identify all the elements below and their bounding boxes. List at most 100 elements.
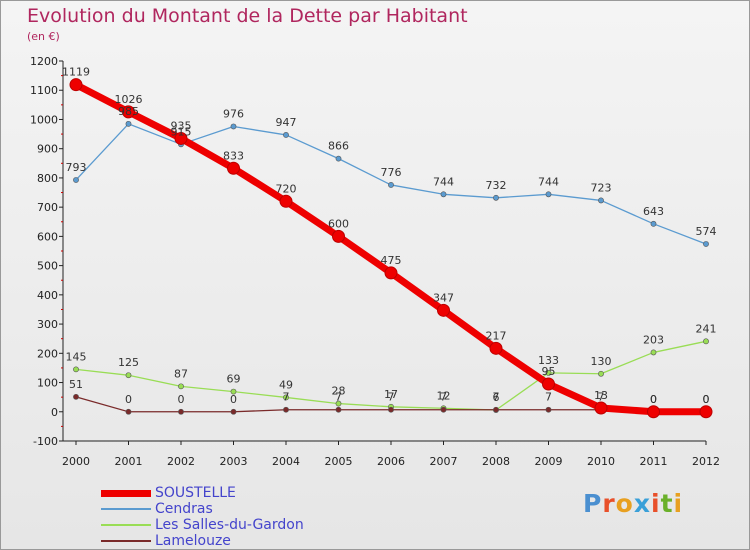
data-label: 574 [696, 225, 717, 238]
data-label: 125 [118, 356, 139, 369]
data-label: 95 [542, 365, 556, 378]
data-label: 985 [118, 105, 139, 118]
data-point [440, 191, 447, 198]
data-label: 7 [545, 391, 552, 404]
logo-letter: r [602, 489, 616, 518]
y-axis-unit-label: (en €) [27, 30, 60, 43]
x-tick-label: 2005 [325, 455, 353, 468]
data-point [69, 78, 83, 92]
data-point [493, 194, 499, 201]
y-tick-label: 1000 [30, 113, 58, 126]
data-point [703, 338, 709, 345]
y-tick-label: 1200 [30, 55, 58, 68]
data-label: 0 [230, 393, 237, 406]
y-tick-label: -100 [33, 435, 58, 448]
legend-label: Lamelouze [155, 533, 231, 549]
data-label: 1119 [62, 66, 90, 79]
data-point [125, 372, 132, 379]
data-point [489, 341, 503, 355]
legend-label: Cendras [155, 501, 213, 517]
data-label: 0 [650, 393, 657, 406]
data-point [699, 405, 713, 419]
data-label: 793 [66, 161, 87, 174]
data-point [384, 266, 398, 280]
data-point [335, 406, 342, 413]
data-label: 475 [381, 254, 402, 267]
x-tick-label: 2002 [167, 455, 195, 468]
data-point [703, 241, 709, 247]
data-label: 776 [381, 166, 402, 179]
data-label: 600 [328, 217, 349, 230]
data-label: 0 [703, 393, 710, 406]
data-point [650, 349, 657, 356]
data-label: 7 [335, 391, 342, 404]
legend-label: Les Salles-du-Gardon [155, 517, 304, 533]
data-point [279, 194, 293, 208]
data-label: 203 [643, 333, 664, 346]
data-point [178, 408, 184, 415]
data-point [122, 105, 135, 119]
logo-letter: o [615, 489, 634, 518]
x-tick-label: 2011 [640, 455, 668, 468]
data-point [230, 388, 237, 395]
data-point [542, 377, 555, 391]
data-label: 1026 [115, 93, 143, 106]
x-tick-label: 2012 [692, 455, 720, 468]
data-point [73, 393, 79, 400]
data-point [388, 406, 394, 413]
data-point [230, 123, 237, 130]
data-label: 732 [486, 179, 507, 192]
data-point [437, 303, 450, 317]
data-label: 28 [332, 385, 346, 398]
data-point [332, 229, 345, 243]
data-point [545, 406, 552, 413]
series-layer [69, 78, 713, 419]
data-label: 217 [486, 329, 507, 342]
data-label: 49 [279, 378, 293, 391]
data-point [230, 408, 237, 415]
legend-swatch [101, 490, 151, 497]
data-label: 6 [493, 391, 500, 404]
data-label: 744 [433, 175, 454, 188]
data-label: 7 [283, 391, 290, 404]
logo-letter: t [660, 489, 674, 518]
x-tick-label: 2007 [430, 455, 458, 468]
y-tick-label: 700 [37, 201, 58, 214]
legend-swatch [101, 524, 151, 526]
data-point [125, 408, 132, 415]
y-tick-label: 0 [51, 406, 58, 419]
data-point [73, 366, 79, 373]
data-label: 947 [276, 116, 297, 129]
data-point [545, 191, 552, 198]
y-tick-label: 1100 [30, 84, 58, 97]
axes: -100010020030040050060070080090010001100… [30, 55, 720, 468]
chart-title: Evolution du Montant de la Dette par Hab… [27, 5, 468, 27]
data-point [440, 406, 447, 413]
data-label: 17 [384, 388, 398, 401]
data-label: 723 [591, 181, 612, 194]
data-label: 51 [69, 378, 83, 391]
data-label: 0 [703, 393, 710, 406]
data-label: 87 [174, 367, 188, 380]
data-label: 241 [696, 322, 717, 335]
logo-letter: i [673, 489, 684, 518]
data-point [227, 161, 240, 175]
data-label: 7 [388, 391, 395, 404]
logo-letter: i [651, 489, 661, 518]
data-label: 133 [538, 354, 559, 367]
data-label: 643 [643, 205, 664, 218]
data-point [388, 182, 394, 188]
data-point [594, 401, 608, 415]
data-point [335, 400, 342, 407]
data-point [174, 131, 188, 145]
data-point [73, 177, 79, 183]
data-label: 7 [440, 391, 447, 404]
data-label: 976 [223, 107, 244, 120]
data-label: 866 [328, 140, 349, 153]
y-tick-label: 200 [37, 347, 58, 360]
data-label: 145 [66, 350, 87, 363]
data-label: 12 [437, 389, 451, 402]
y-tick-label: 600 [37, 230, 58, 243]
